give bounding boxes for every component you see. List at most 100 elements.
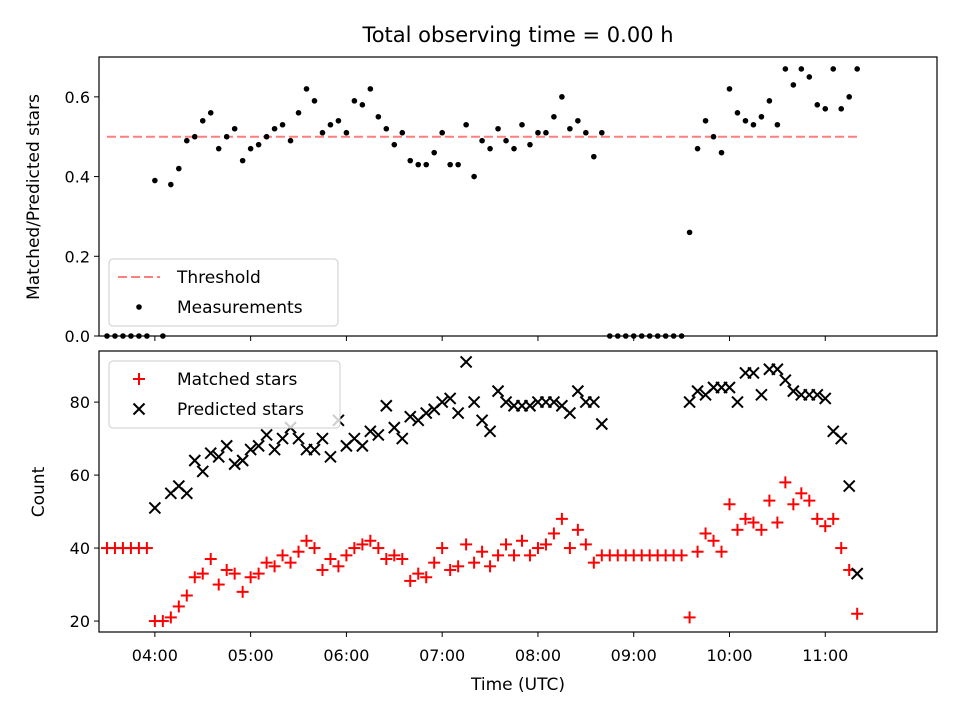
- predicted-point: [396, 432, 409, 445]
- measurement-point: [199, 117, 206, 124]
- bottom-legend-box: [108, 360, 341, 429]
- predicted-point: [276, 432, 289, 445]
- measurement-point: [686, 229, 693, 236]
- matched-point: [492, 549, 505, 562]
- matched-point: [683, 611, 696, 624]
- predicted-point: [451, 406, 465, 420]
- measurement-point: [183, 137, 190, 144]
- predicted-point: [324, 450, 337, 464]
- matched-point: [236, 585, 249, 598]
- cross-stroke-b: [172, 479, 186, 493]
- measurement-point: [846, 94, 853, 100]
- cross-stroke-b: [691, 384, 704, 398]
- matched-point: [308, 542, 321, 555]
- bottom-y-axis-label: Count: [29, 466, 49, 517]
- cross-stroke-b: [180, 487, 193, 500]
- cross-stroke-b: [348, 432, 361, 445]
- matched-point: [380, 553, 393, 566]
- top-y-tick-label: 0.2: [65, 247, 90, 266]
- cross-stroke-b: [459, 355, 473, 369]
- legend-threshold-label: Threshold: [176, 268, 261, 288]
- cross-stroke-b: [451, 406, 465, 420]
- top-axes-frame: [98, 56, 938, 337]
- cross-stroke-b: [755, 388, 768, 401]
- cross-stroke-b: [420, 406, 433, 420]
- measurement-point: [255, 141, 262, 148]
- bottom-axes-frame: [98, 350, 938, 633]
- top-y-tick-label: 0.6: [65, 88, 90, 107]
- measurement-point: [231, 125, 238, 132]
- measurement-point: [479, 137, 485, 144]
- measurement-point: [391, 141, 398, 148]
- measurement-point: [471, 173, 477, 180]
- measurement-point: [455, 161, 461, 168]
- measurement-point: [838, 106, 845, 112]
- cross-stroke-b: [523, 399, 537, 412]
- bottom-x-tick-label: 04:00: [132, 646, 178, 665]
- predicted-point: [212, 450, 225, 464]
- cross-stroke-b: [819, 392, 832, 405]
- cross-stroke-b: [188, 454, 201, 467]
- matched-point: [324, 553, 337, 566]
- measurement-point: [247, 145, 254, 152]
- legend-predicted-swatch: [132, 402, 146, 416]
- cross-stroke-b: [220, 439, 233, 453]
- matched-point: [284, 556, 297, 569]
- predicted-point: [252, 439, 265, 453]
- top-legend-box: [108, 258, 339, 327]
- matched-point: [252, 567, 265, 580]
- matched-point: [579, 538, 592, 551]
- matched-point: [707, 534, 720, 547]
- measurement-point: [830, 66, 837, 72]
- cross-stroke-b: [212, 450, 225, 464]
- measurement-point: [591, 153, 597, 160]
- legend-plus-marker: [133, 373, 145, 385]
- cross-stroke-b: [771, 363, 784, 376]
- predicted-point: [356, 439, 369, 453]
- matched-point: [771, 516, 784, 529]
- matched-point: [220, 563, 233, 576]
- matched-point: [420, 571, 433, 584]
- matched-point: [571, 523, 584, 536]
- matched-point: [787, 498, 800, 511]
- matched-point: [156, 615, 169, 628]
- matched-point: [140, 542, 153, 555]
- bottom-x-tick-label: 10:00: [706, 646, 752, 665]
- measurement-point: [798, 66, 805, 72]
- legend-x-marker: [132, 402, 146, 416]
- cross-stroke-b: [292, 432, 305, 445]
- predicted-point: [747, 366, 760, 380]
- predicted-point: [811, 388, 824, 401]
- measurement-point: [439, 129, 445, 136]
- top-x-ticks: [154, 336, 826, 341]
- predicted-point: [244, 443, 257, 456]
- matched-point: [436, 542, 449, 555]
- cross-stroke-b: [380, 399, 393, 412]
- cross-stroke-b: [308, 443, 321, 456]
- matched-point: [444, 563, 457, 576]
- cross-stroke-b: [252, 439, 265, 453]
- predicted-point: [843, 479, 856, 493]
- cross-stroke-b: [843, 479, 856, 493]
- measurement-point: [487, 145, 493, 152]
- predicted-point: [443, 392, 457, 405]
- top-y-ticks: 0.0 0.2 0.4 0.6: [65, 88, 99, 346]
- matched-point: [452, 560, 465, 573]
- cross-stroke-b: [132, 402, 146, 416]
- matched-point: [204, 553, 217, 566]
- cross-stroke-b: [236, 454, 249, 467]
- cross-stroke-b: [204, 446, 217, 460]
- cross-stroke-b: [316, 432, 329, 445]
- matched-point: [212, 578, 225, 591]
- matched-point: [819, 520, 832, 533]
- predicted-point: [475, 414, 489, 427]
- matched-point: [851, 607, 864, 620]
- predicted-point: [571, 384, 585, 398]
- legend-predicted-label: Predicted stars: [177, 400, 304, 420]
- cross-stroke-b: [787, 384, 800, 398]
- cross-stroke-b: [595, 417, 609, 431]
- predicted-point: [220, 439, 233, 453]
- measurement-point: [710, 133, 717, 140]
- measurement-point: [359, 102, 366, 108]
